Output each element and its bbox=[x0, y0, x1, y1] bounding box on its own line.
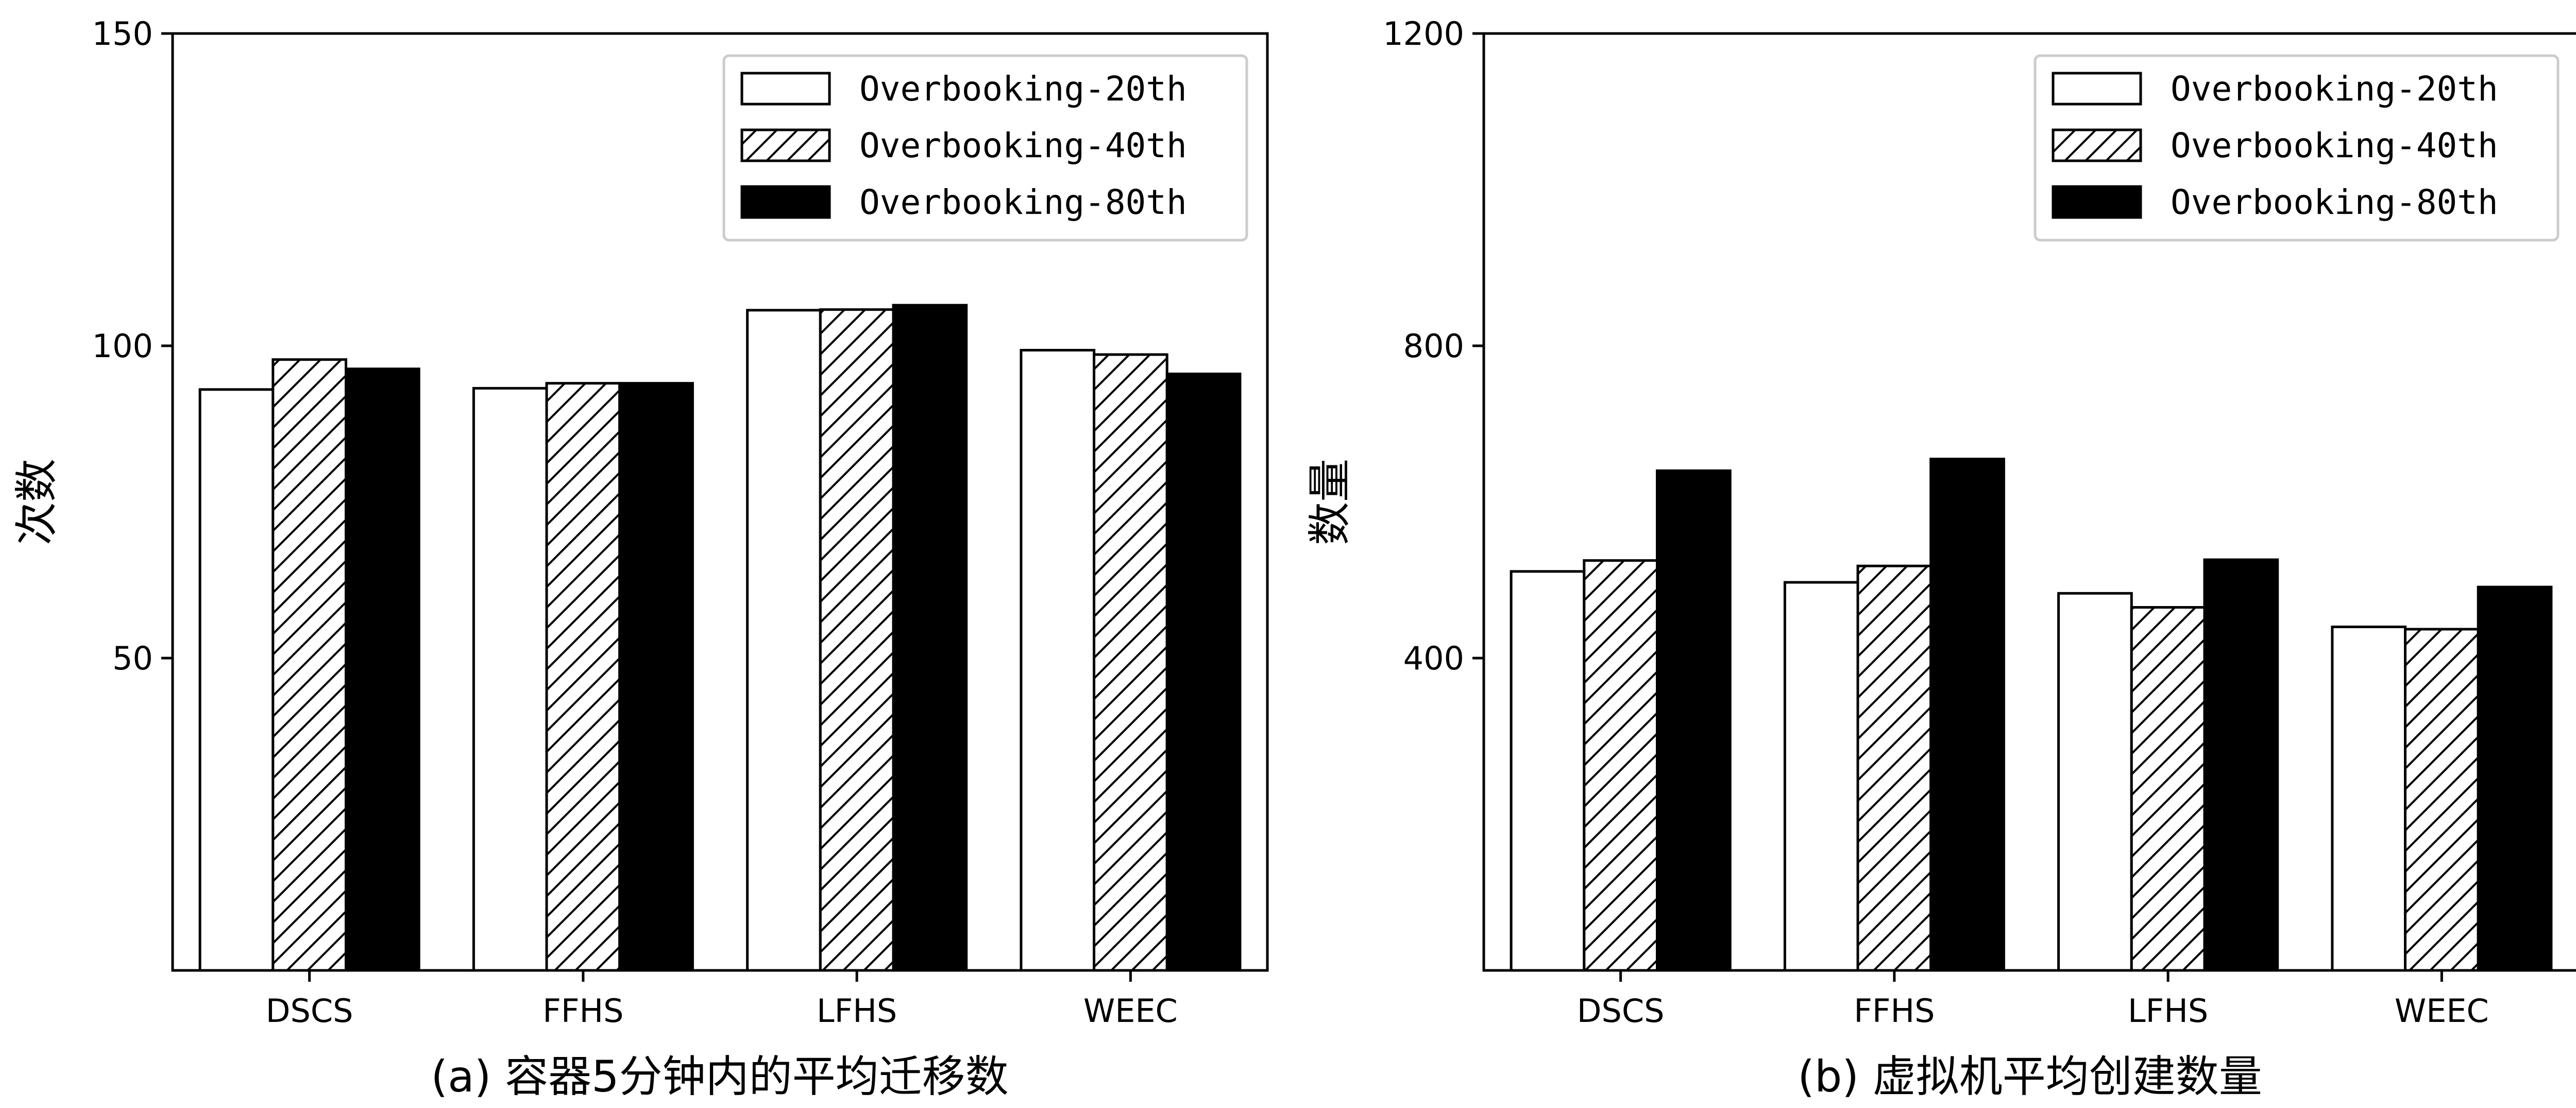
bar-a-ffhs-s2 bbox=[618, 382, 694, 972]
legend-label-a-2: Overbooking-80th bbox=[859, 182, 1187, 222]
bar-b-ffhs-s1 bbox=[1856, 564, 1933, 972]
bar-b-weec-s1 bbox=[2404, 628, 2480, 972]
bar-a-dscs-s2 bbox=[345, 367, 420, 972]
y-tick-label-b-800: 800 bbox=[1403, 327, 1464, 365]
legend-frame-b bbox=[2033, 54, 2560, 242]
chart-panel-b: DSCS FFHS LFHS WEEC 400 800 1200 数量 Overbookin… bbox=[1304, 15, 2576, 1102]
bar-a-dscs-s1 bbox=[272, 358, 347, 972]
legend-label-b-2: Overbooking-80th bbox=[2171, 182, 2498, 222]
legend-label-b-0: Overbooking-20th bbox=[2171, 69, 2498, 109]
x-tick-label-a-dscs: DSCS bbox=[266, 992, 353, 1030]
bar-b-lfhs-s1 bbox=[2130, 606, 2206, 972]
bar-a-lfhs-s1 bbox=[819, 308, 895, 972]
y-tick-label-b-1200: 1200 bbox=[1383, 15, 1464, 53]
bar-b-dscs-s1 bbox=[1583, 559, 1659, 972]
legend-label-a-1: Overbooking-40th bbox=[859, 126, 1187, 165]
legend-label-b-1: Overbooking-40th bbox=[2171, 126, 2498, 165]
y-tick-label-a-150: 150 bbox=[92, 15, 153, 53]
bar-b-ffhs-s2 bbox=[1929, 458, 2005, 972]
bar-b-lfhs-s2 bbox=[2203, 558, 2279, 972]
bar-b-ffhs-s0 bbox=[1783, 581, 1859, 972]
x-tick-label-b-ffhs: FFHS bbox=[1854, 992, 1935, 1030]
bar-a-dscs-s0 bbox=[198, 388, 275, 972]
legend-label-a-0: Overbooking-20th bbox=[859, 69, 1187, 109]
bar-a-weec-s1 bbox=[1093, 353, 1168, 972]
x-tick-label-a-lfhs: LFHS bbox=[817, 992, 897, 1030]
caption-b: (b) 虚拟机平均创建数量 bbox=[1798, 1051, 2262, 1102]
bar-b-lfhs-s0 bbox=[2057, 592, 2133, 972]
legend-swatch-a-0 bbox=[740, 72, 831, 106]
y-tick-label-a-50: 50 bbox=[112, 640, 153, 677]
chart-panel-a: DSCS FFHS LFHS WEEC 50 100 150 次数 Overbooking-… bbox=[11, 15, 1269, 1102]
bar-a-lfhs-s0 bbox=[746, 309, 822, 972]
legend-swatch-a-1 bbox=[740, 128, 831, 162]
x-tick-label-b-weec: WEEC bbox=[2395, 992, 2489, 1030]
bar-b-dscs-s0 bbox=[1510, 570, 1586, 972]
bar-a-ffhs-s1 bbox=[545, 382, 621, 972]
bar-b-weec-s2 bbox=[2477, 585, 2553, 972]
bar-b-weec-s0 bbox=[2331, 625, 2407, 972]
bar-a-lfhs-s2 bbox=[892, 304, 968, 972]
x-tick-label-b-dscs: DSCS bbox=[1577, 992, 1665, 1030]
x-tick-label-a-weec: WEEC bbox=[1083, 992, 1178, 1030]
legend-a: Overbooking-20th Overbooking-40th Overbo… bbox=[722, 54, 1248, 242]
y-axis-label-a: 次数 bbox=[11, 459, 62, 545]
bar-b-dscs-s2 bbox=[1656, 469, 1732, 972]
legend-swatch-b-1 bbox=[2052, 128, 2142, 162]
legend-swatch-b-2 bbox=[2052, 185, 2142, 219]
x-tick-label-b-lfhs: LFHS bbox=[2128, 992, 2208, 1030]
legend-b: Overbooking-20th Overbooking-40th Overbo… bbox=[2033, 54, 2560, 242]
axes-frame-a bbox=[171, 32, 1269, 972]
bar-a-ffhs-s0 bbox=[472, 387, 548, 972]
caption-a: (a) 容器5分钟内的平均迁移数 bbox=[431, 1051, 1008, 1102]
x-tick-label-a-ffhs: FFHS bbox=[543, 992, 623, 1030]
bar-a-weec-s2 bbox=[1165, 373, 1242, 972]
legend-swatch-a-2 bbox=[740, 185, 831, 219]
bar-a-weec-s0 bbox=[1020, 349, 1096, 972]
legend-frame-a bbox=[722, 54, 1248, 242]
y-axis-label-b: 数量 bbox=[1304, 459, 1355, 545]
y-tick-label-a-100: 100 bbox=[92, 327, 153, 365]
plot-area-a: DSCS FFHS LFHS WEEC 50 100 150 bbox=[92, 15, 1242, 1030]
y-tick-label-b-400: 400 bbox=[1403, 640, 1464, 677]
legend-swatch-b-0 bbox=[2052, 72, 2142, 106]
axes-frame-b bbox=[1482, 32, 2576, 972]
